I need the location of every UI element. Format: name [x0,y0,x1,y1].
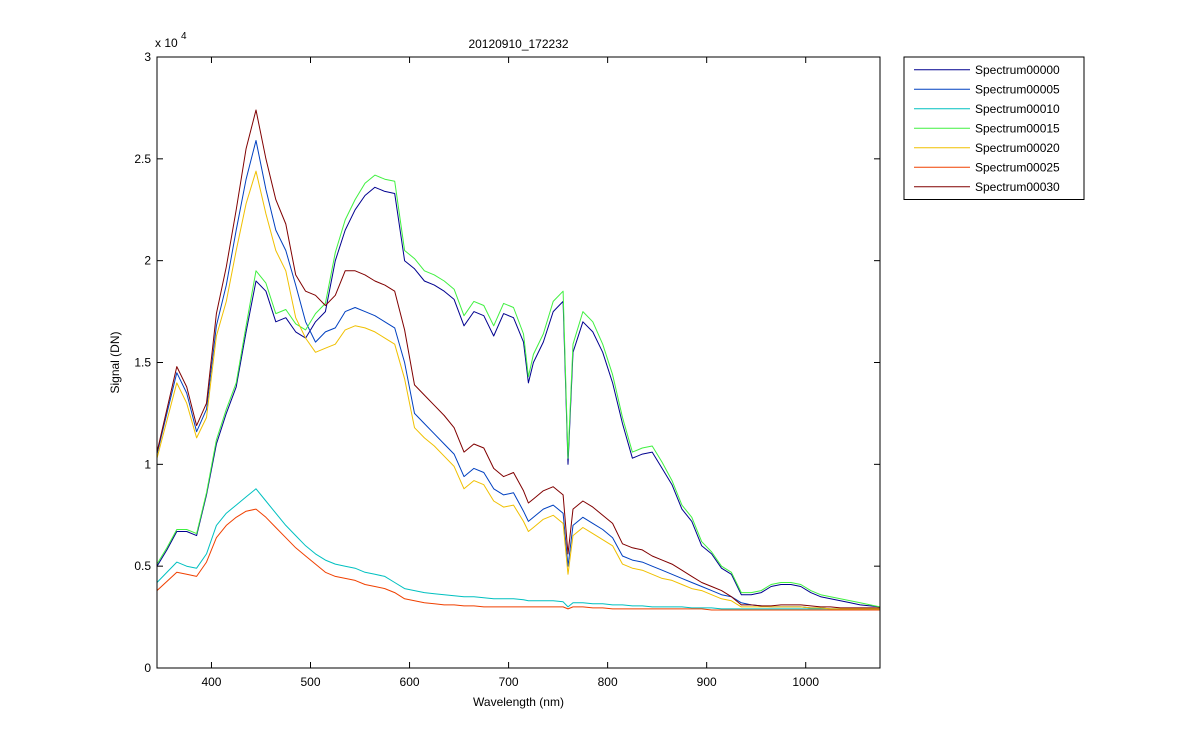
legend-label: Spectrum00030 [975,180,1060,194]
legend-label: Spectrum00025 [975,160,1060,174]
series-layer [157,109,880,611]
series-line-spectrum00010 [157,488,880,610]
y-tick-label: 2 [144,254,151,268]
series-line-spectrum00020 [157,170,880,610]
x-tick-label: 600 [400,675,420,689]
chart-title: 20120910_172232 [468,37,568,51]
series-line-spectrum00015 [157,174,880,608]
x-tick-label: 1000 [792,675,819,689]
y-axis-exponent-power: 4 [181,31,187,42]
legend-entry: Spectrum00030 [914,180,1060,194]
x-tick-label: 500 [300,675,320,689]
y-axis-exponent: x 10 4 [155,31,187,50]
y-tick-label: 2.5 [134,152,151,166]
legend-entry: Spectrum00020 [914,141,1060,155]
x-tick-label: 700 [499,675,519,689]
legend-label: Spectrum00010 [975,102,1060,116]
legend: Spectrum00000 Spectrum00005 Spectrum00010 S… [903,56,1085,200]
y-tick-label: 0 [144,661,151,675]
legend-entry: Spectrum00000 [914,63,1060,77]
legend-entry: Spectrum00025 [914,160,1060,174]
x-axis-label: Wavelength (nm) [473,695,564,709]
y-axis-exponent-base: x 10 [155,36,178,50]
y-tick-label: 0.5 [134,559,151,573]
y-tick-label: 1.5 [134,356,151,370]
x-tick-label: 400 [201,675,221,689]
y-axis-label: Signal (DN) [108,331,122,393]
legend-label: Spectrum00020 [975,141,1060,155]
series-line-spectrum00000 [157,186,880,608]
legend-entry: Spectrum00005 [914,82,1060,96]
x-tick-label: 800 [598,675,618,689]
legend-entry: Spectrum00015 [914,121,1060,135]
y-tick-label: 3 [144,50,151,64]
series-line-spectrum00025 [157,508,880,611]
x-tick-label: 900 [697,675,717,689]
legend-label: Spectrum00015 [975,121,1060,135]
y-tick-label: 1 [144,457,151,471]
tick-layer: 400 500 600 700 800 900 1000 0 0.5 1 1.5 2 2.5 3 [134,50,880,689]
legend-label: Spectrum00005 [975,82,1060,96]
legend-label: Spectrum00000 [975,63,1060,77]
legend-entry: Spectrum00010 [914,102,1060,116]
series-line-spectrum00030 [157,109,880,609]
